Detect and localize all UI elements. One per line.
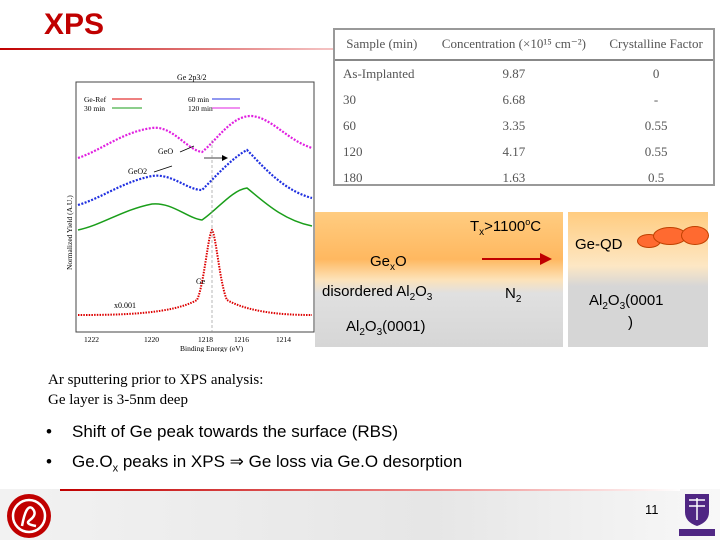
sputtering-note: Ar sputtering prior to XPS analysis: Ge … — [48, 370, 263, 410]
x-tick-label: 1220 — [144, 335, 159, 344]
bullet-list: • Shift of Ge peak towards the surface (R… — [46, 417, 462, 483]
table-cell: 0.5 — [647, 170, 665, 185]
page-number: 11 — [645, 502, 659, 517]
table-cell: 1.63 — [502, 170, 526, 185]
curve-120min — [77, 114, 313, 160]
spectrum-top-label: Ge 2p3/2 — [177, 73, 207, 82]
x-tick-label: 1222 — [84, 335, 99, 344]
table-cell: 3.35 — [502, 118, 526, 133]
concentration-table: Sample (min) Concentration (×10¹⁵ cm⁻²) … — [333, 28, 715, 186]
table-row: As-Implanted 9.87 0 — [335, 60, 713, 87]
table-cell: 60 — [343, 118, 356, 133]
process-arrow — [482, 258, 542, 260]
table-row: 180 1.63 0.5 — [335, 165, 713, 191]
gex-o-layer-label: GexO — [370, 253, 407, 273]
western-university-logo — [679, 494, 715, 536]
anneal-temperature-label: Tx>1100oC — [470, 217, 542, 238]
peak-label: Ge — [196, 277, 206, 286]
table-header: Crystalline Factor — [599, 30, 713, 61]
right-substrate-label-cont: ) — [628, 314, 633, 331]
legend-label: 60 min — [188, 95, 209, 104]
table-header: Concentration (×10¹⁵ cm⁻²) — [428, 30, 600, 61]
table-cell: 30 — [343, 92, 356, 107]
legend-label: Ge-Ref — [84, 95, 107, 104]
slide-title: XPS — [44, 8, 105, 41]
ge-qd-label: Ge-QD — [575, 236, 623, 253]
y-axis-label: Normalized Yield (A.U.) — [65, 195, 74, 270]
table-cell: 9.87 — [502, 66, 526, 81]
right-substrate-label: Al2O3(0001 — [589, 292, 664, 312]
institution-logo-left — [7, 494, 51, 538]
xps-spectrum: Ge 2p3/2 Ge-Ref 30 min 60 min 120 min Ge… — [65, 73, 315, 352]
table-cell: 6.68 — [502, 92, 526, 107]
table-cell: 0.55 — [644, 118, 668, 133]
peak-label: GeO2 — [128, 167, 147, 176]
as-implanted-layer-stack — [315, 212, 563, 347]
substrate-label: Al2O3(0001) — [346, 318, 426, 338]
x-tick-label: 1218 — [198, 335, 213, 344]
note-line: Ar sputtering prior to XPS analysis: — [48, 372, 264, 388]
x-axis-label: Binding Energy (eV) — [180, 344, 244, 352]
legend-label: 120 min — [188, 104, 213, 113]
x-tick-label: 1216 — [234, 335, 249, 344]
table-cell: 180 — [343, 170, 363, 185]
table-row: 120 4.17 0.55 — [335, 139, 713, 165]
table-cell: As-Implanted — [343, 66, 415, 81]
table-cell: - — [653, 92, 659, 107]
table-cell: 0.55 — [644, 144, 668, 159]
footer-bar — [0, 489, 720, 540]
table-header-row: Sample (min) Concentration (×10¹⁵ cm⁻²) … — [335, 30, 713, 61]
process-arrow-head — [540, 253, 552, 265]
table-row: 30 6.68 - — [335, 87, 713, 113]
ge-quantum-dot — [681, 226, 709, 245]
table-row: 60 3.35 0.55 — [335, 113, 713, 139]
table-cell: 4.17 — [502, 144, 526, 159]
x-tick-label: 1214 — [276, 335, 291, 344]
spectrum-legend: Ge-Ref 30 min 60 min 120 min — [84, 95, 240, 113]
bullet-item: • Shift of Ge peak towards the surface (R… — [46, 422, 398, 441]
bullet-item: • Ge.Ox peaks in XPS ⇒ Ge loss via Ge.O d… — [46, 452, 463, 475]
n2-atmosphere-label: N2 — [505, 285, 522, 305]
note-line: Ge layer is 3-5nm deep — [48, 392, 188, 408]
peak-label: GeO — [158, 147, 173, 156]
disordered-layer-label: disordered Al2O3 — [322, 283, 433, 303]
footer-divider — [60, 489, 680, 491]
table-cell: 120 — [343, 144, 363, 159]
curve-30min — [77, 187, 313, 231]
table-cell: 0 — [652, 66, 660, 81]
legend-label: 30 min — [84, 104, 105, 113]
table-header: Sample (min) — [335, 30, 429, 61]
scale-label: x0.001 — [114, 301, 136, 310]
